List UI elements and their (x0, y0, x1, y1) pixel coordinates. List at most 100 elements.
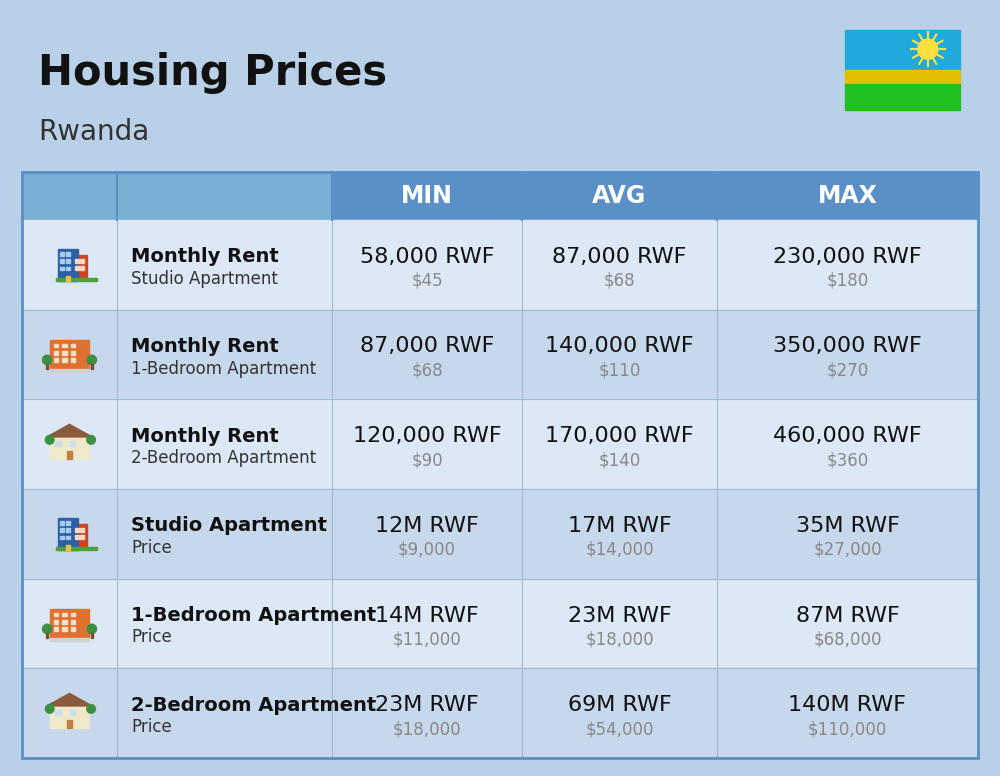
Bar (62, 620, 67, 623)
Text: Monthly Rent: Monthly Rent (131, 427, 279, 445)
Bar (50, 340, 89, 369)
Text: 58,000 RWF: 58,000 RWF (360, 247, 494, 267)
Bar (71, 344, 75, 348)
Text: Studio Apartment: Studio Apartment (131, 270, 278, 288)
Bar (50, 609, 89, 638)
Text: 23M RWF: 23M RWF (375, 695, 479, 715)
Bar (70, 710, 75, 715)
Text: 140M RWF: 140M RWF (788, 695, 906, 715)
Circle shape (87, 705, 95, 713)
Text: 120,000 RWF: 120,000 RWF (353, 426, 501, 446)
Text: 23M RWF: 23M RWF (568, 605, 671, 625)
Bar (75, 535, 79, 539)
Polygon shape (47, 694, 92, 706)
Text: $110,000: $110,000 (808, 720, 887, 738)
Text: 12M RWF: 12M RWF (375, 516, 479, 536)
Text: 87,000 RWF: 87,000 RWF (552, 247, 687, 267)
Bar (71, 358, 75, 362)
Text: $14,000: $14,000 (585, 541, 654, 559)
Bar (54, 620, 58, 623)
Bar (22, 668, 978, 758)
Bar (845, 30, 960, 70)
Bar (71, 613, 75, 616)
Bar (46, 363, 48, 369)
Text: 1-Bedroom Apartment: 1-Bedroom Apartment (131, 359, 316, 377)
Bar (54, 613, 58, 616)
Bar (91, 632, 93, 638)
Text: 1-Bedroom Apartment: 1-Bedroom Apartment (131, 606, 376, 625)
Bar (75, 528, 79, 532)
Bar (22, 579, 978, 668)
Bar (22, 400, 978, 489)
Text: 2-Bedroom Apartment: 2-Bedroom Apartment (131, 449, 316, 467)
Bar (60, 521, 64, 525)
Bar (56, 278, 97, 281)
Bar (62, 351, 67, 355)
Bar (80, 259, 84, 263)
Bar (73, 255, 87, 279)
Text: Price: Price (131, 629, 172, 646)
Text: $270: $270 (826, 362, 869, 379)
Circle shape (42, 355, 52, 365)
Bar (66, 267, 70, 270)
Bar (70, 442, 75, 445)
Bar (62, 613, 67, 616)
Text: 230,000 RWF: 230,000 RWF (773, 247, 922, 267)
Bar (66, 252, 70, 256)
Bar (50, 706, 89, 728)
Bar (845, 70, 960, 84)
Text: $45: $45 (411, 272, 443, 289)
Bar (66, 535, 70, 539)
Bar (62, 344, 67, 348)
Bar (22, 489, 978, 579)
Text: 460,000 RWF: 460,000 RWF (773, 426, 922, 446)
Text: 140,000 RWF: 140,000 RWF (545, 337, 694, 356)
Bar (845, 84, 960, 110)
Circle shape (87, 355, 96, 365)
Bar (22, 172, 332, 220)
Bar (62, 627, 67, 631)
Text: 170,000 RWF: 170,000 RWF (545, 426, 694, 446)
Bar (60, 535, 64, 539)
Text: Rwanda: Rwanda (38, 118, 149, 146)
Circle shape (45, 435, 54, 444)
Text: 350,000 RWF: 350,000 RWF (773, 337, 922, 356)
Bar (67, 719, 72, 728)
Bar (56, 547, 97, 550)
Text: Price: Price (131, 539, 172, 557)
Bar (58, 518, 78, 550)
Bar (73, 524, 87, 547)
Bar (46, 632, 48, 638)
Bar (60, 528, 64, 532)
Bar (75, 266, 79, 270)
Text: Monthly Rent: Monthly Rent (131, 337, 279, 356)
Bar (55, 710, 60, 715)
Circle shape (87, 435, 95, 444)
Text: 17M RWF: 17M RWF (568, 516, 671, 536)
Text: $140: $140 (598, 451, 641, 469)
Text: 87,000 RWF: 87,000 RWF (360, 337, 494, 356)
Bar (54, 351, 58, 355)
Text: 35M RWF: 35M RWF (796, 516, 899, 536)
Bar (60, 259, 64, 263)
Text: 87M RWF: 87M RWF (796, 605, 899, 625)
Text: $360: $360 (826, 451, 869, 469)
Bar (22, 172, 978, 758)
Text: Studio Apartment: Studio Apartment (131, 516, 327, 535)
Text: $68: $68 (411, 362, 443, 379)
Bar (54, 344, 58, 348)
Text: $90: $90 (411, 451, 443, 469)
Circle shape (87, 624, 96, 633)
Text: 14M RWF: 14M RWF (375, 605, 479, 625)
Text: $68: $68 (604, 272, 635, 289)
Bar (91, 363, 93, 369)
Bar (71, 627, 75, 631)
Bar (54, 627, 58, 631)
Text: AVG: AVG (592, 184, 647, 208)
Bar (66, 275, 70, 281)
Bar (22, 310, 978, 400)
Polygon shape (47, 424, 92, 437)
Text: MIN: MIN (401, 184, 453, 208)
Bar (54, 358, 58, 362)
Bar (60, 267, 64, 270)
